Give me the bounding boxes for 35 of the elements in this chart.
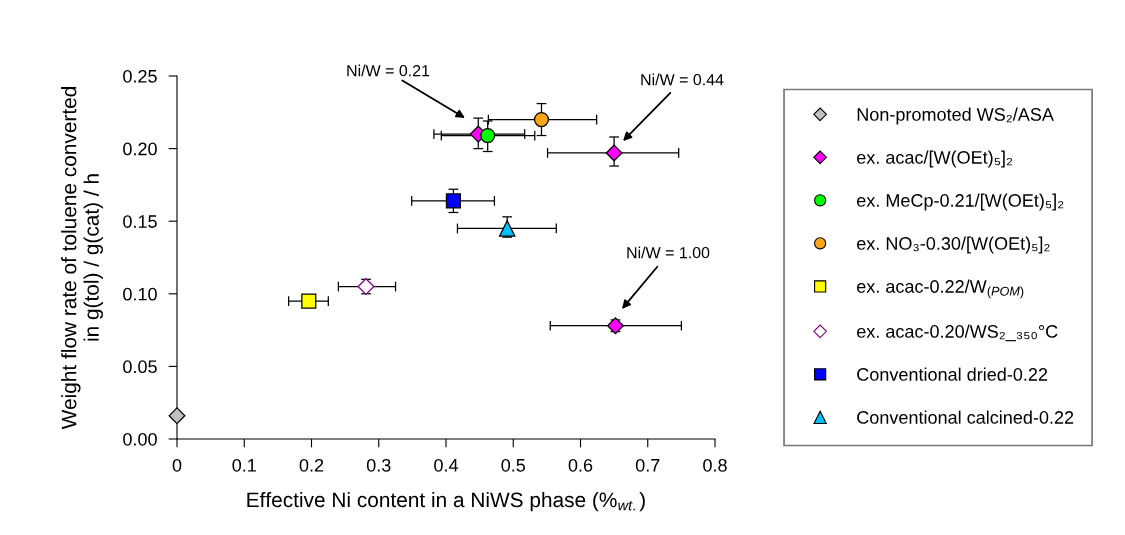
legend-label: ex. NO₃-0.30/[W(OEt)₅]₂ — [857, 236, 1050, 254]
y-tick-label: 0.15 — [123, 215, 157, 228]
annotation: Ni/W = 0.21 — [347, 64, 430, 77]
x-axis-title: Effective Ni content in a NiWS phase (%$_{wt.}$) — [247, 491, 645, 512]
y-tick-label: 0.20 — [123, 142, 157, 156]
point — [168, 407, 186, 425]
x-tick-label: 0.2 — [299, 458, 324, 472]
annotation: Ni/W = 1.00 — [627, 246, 710, 259]
x-tick-label: 0.8 — [703, 458, 727, 472]
legend-label: Conventional calcined-0.22 — [857, 410, 1074, 424]
x-tick-label: 0.1 — [232, 458, 256, 472]
point — [533, 111, 550, 128]
x-tick-label: 0.6 — [568, 458, 593, 472]
legend-label: Non-promoted WS₂/ASA — [857, 107, 1054, 125]
point — [480, 127, 496, 144]
x-tick-label: 0.4 — [434, 458, 459, 472]
point — [301, 293, 317, 309]
x-tick-label: 0.5 — [501, 458, 526, 472]
y-tick-label: 0.10 — [123, 287, 157, 301]
legend-label: Conventional dried-0.22 — [857, 367, 1048, 381]
legend-label: ex. acac-0.22/W$_{(POM)}$ — [857, 279, 1024, 299]
x-tick-label: 0.7 — [635, 458, 660, 472]
y-tick-label: 0.00 — [123, 432, 157, 446]
x-tick-label: 0.3 — [366, 458, 391, 472]
point — [445, 193, 461, 209]
y-tick-label: 0.25 — [123, 69, 157, 83]
legend-label: ex. acac-0.20/WS₂_₃₅₀°C — [857, 324, 1058, 342]
y-tick-label: 0.05 — [123, 360, 157, 374]
x-tick-label: 0 — [172, 458, 182, 472]
y-axis-title: Weight flow rate of toluene converted in g(tol) / g(cat) / h — [61, 87, 103, 430]
annotation: Ni/W = 0.44 — [641, 73, 724, 86]
legend-label: ex. acac/[W(OEt)₅]₂ — [857, 150, 1013, 168]
point — [605, 144, 623, 162]
legend-label: ex. MeCp-0.21/[W(OEt)₅]₂ — [857, 193, 1064, 211]
point — [498, 220, 516, 237]
